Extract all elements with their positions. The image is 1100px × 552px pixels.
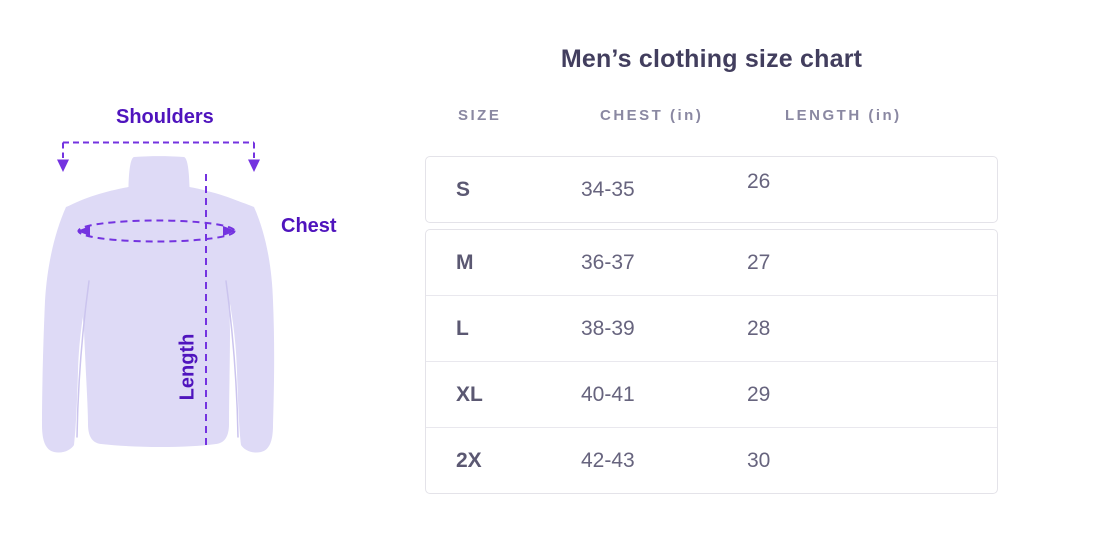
size-cell: 2X (456, 448, 482, 472)
shoulder-arrow-left-icon (57, 159, 69, 172)
shirt-right-sleeve (187, 188, 275, 453)
column-header-length: LENGTH (in) (785, 107, 902, 124)
size-cell: XL (456, 382, 483, 406)
size-cell: S (456, 177, 471, 201)
size-chart-panel: Men’s clothing size chart SIZE CHEST (in… (425, 0, 998, 494)
chest-label: Chest (281, 215, 337, 237)
shirt-left-sleeve (42, 188, 132, 453)
shoulders-label: Shoulders (116, 106, 214, 128)
length-cell: 26 (747, 169, 771, 193)
shoulder-arrow-right-icon (248, 159, 260, 172)
chest-cell: 40-41 (581, 382, 635, 406)
length-cell: 29 (747, 382, 771, 406)
length-cell: 30 (747, 448, 771, 472)
chart-title: Men’s clothing size chart (560, 45, 863, 73)
size-cell: L (456, 316, 469, 340)
length-cell: 27 (747, 250, 771, 274)
size-card-rest: M 36-37 27 L 38-39 28 XL 40-41 29 2X 42-43 30 (425, 229, 998, 494)
size-card-first: S 34-35 26 (425, 156, 998, 223)
table-row: 2X 42-43 30 (426, 427, 997, 493)
chest-cell: 38-39 (581, 316, 635, 340)
size-cell: M (456, 250, 474, 274)
table-header-row: SIZE CHEST (in) LENGTH (in) (425, 107, 998, 125)
chest-arrow-left-icon (77, 226, 90, 236)
length-cell: 28 (747, 316, 771, 340)
shoulders-measure-line (62, 141, 255, 158)
shirt-measurement-diagram: Shoulders Chest Length (0, 0, 400, 552)
left-sleeve-seam (76, 280, 90, 438)
table-row: M 36-37 27 (426, 230, 997, 295)
chest-arrow-right-icon (223, 226, 236, 236)
column-header-size: SIZE (458, 107, 502, 124)
shirt-illustration (42, 141, 275, 453)
table-row: XL 40-41 29 (426, 361, 997, 427)
chest-cell: 36-37 (581, 250, 635, 274)
length-label: Length (176, 333, 199, 401)
chest-cell: 42-43 (581, 448, 635, 472)
table-row: S 34-35 26 (426, 157, 997, 222)
column-header-chest: CHEST (in) (600, 107, 704, 124)
chest-cell: 34-35 (581, 177, 635, 201)
right-sleeve-seam (225, 280, 239, 438)
table-row: L 38-39 28 (426, 295, 997, 361)
